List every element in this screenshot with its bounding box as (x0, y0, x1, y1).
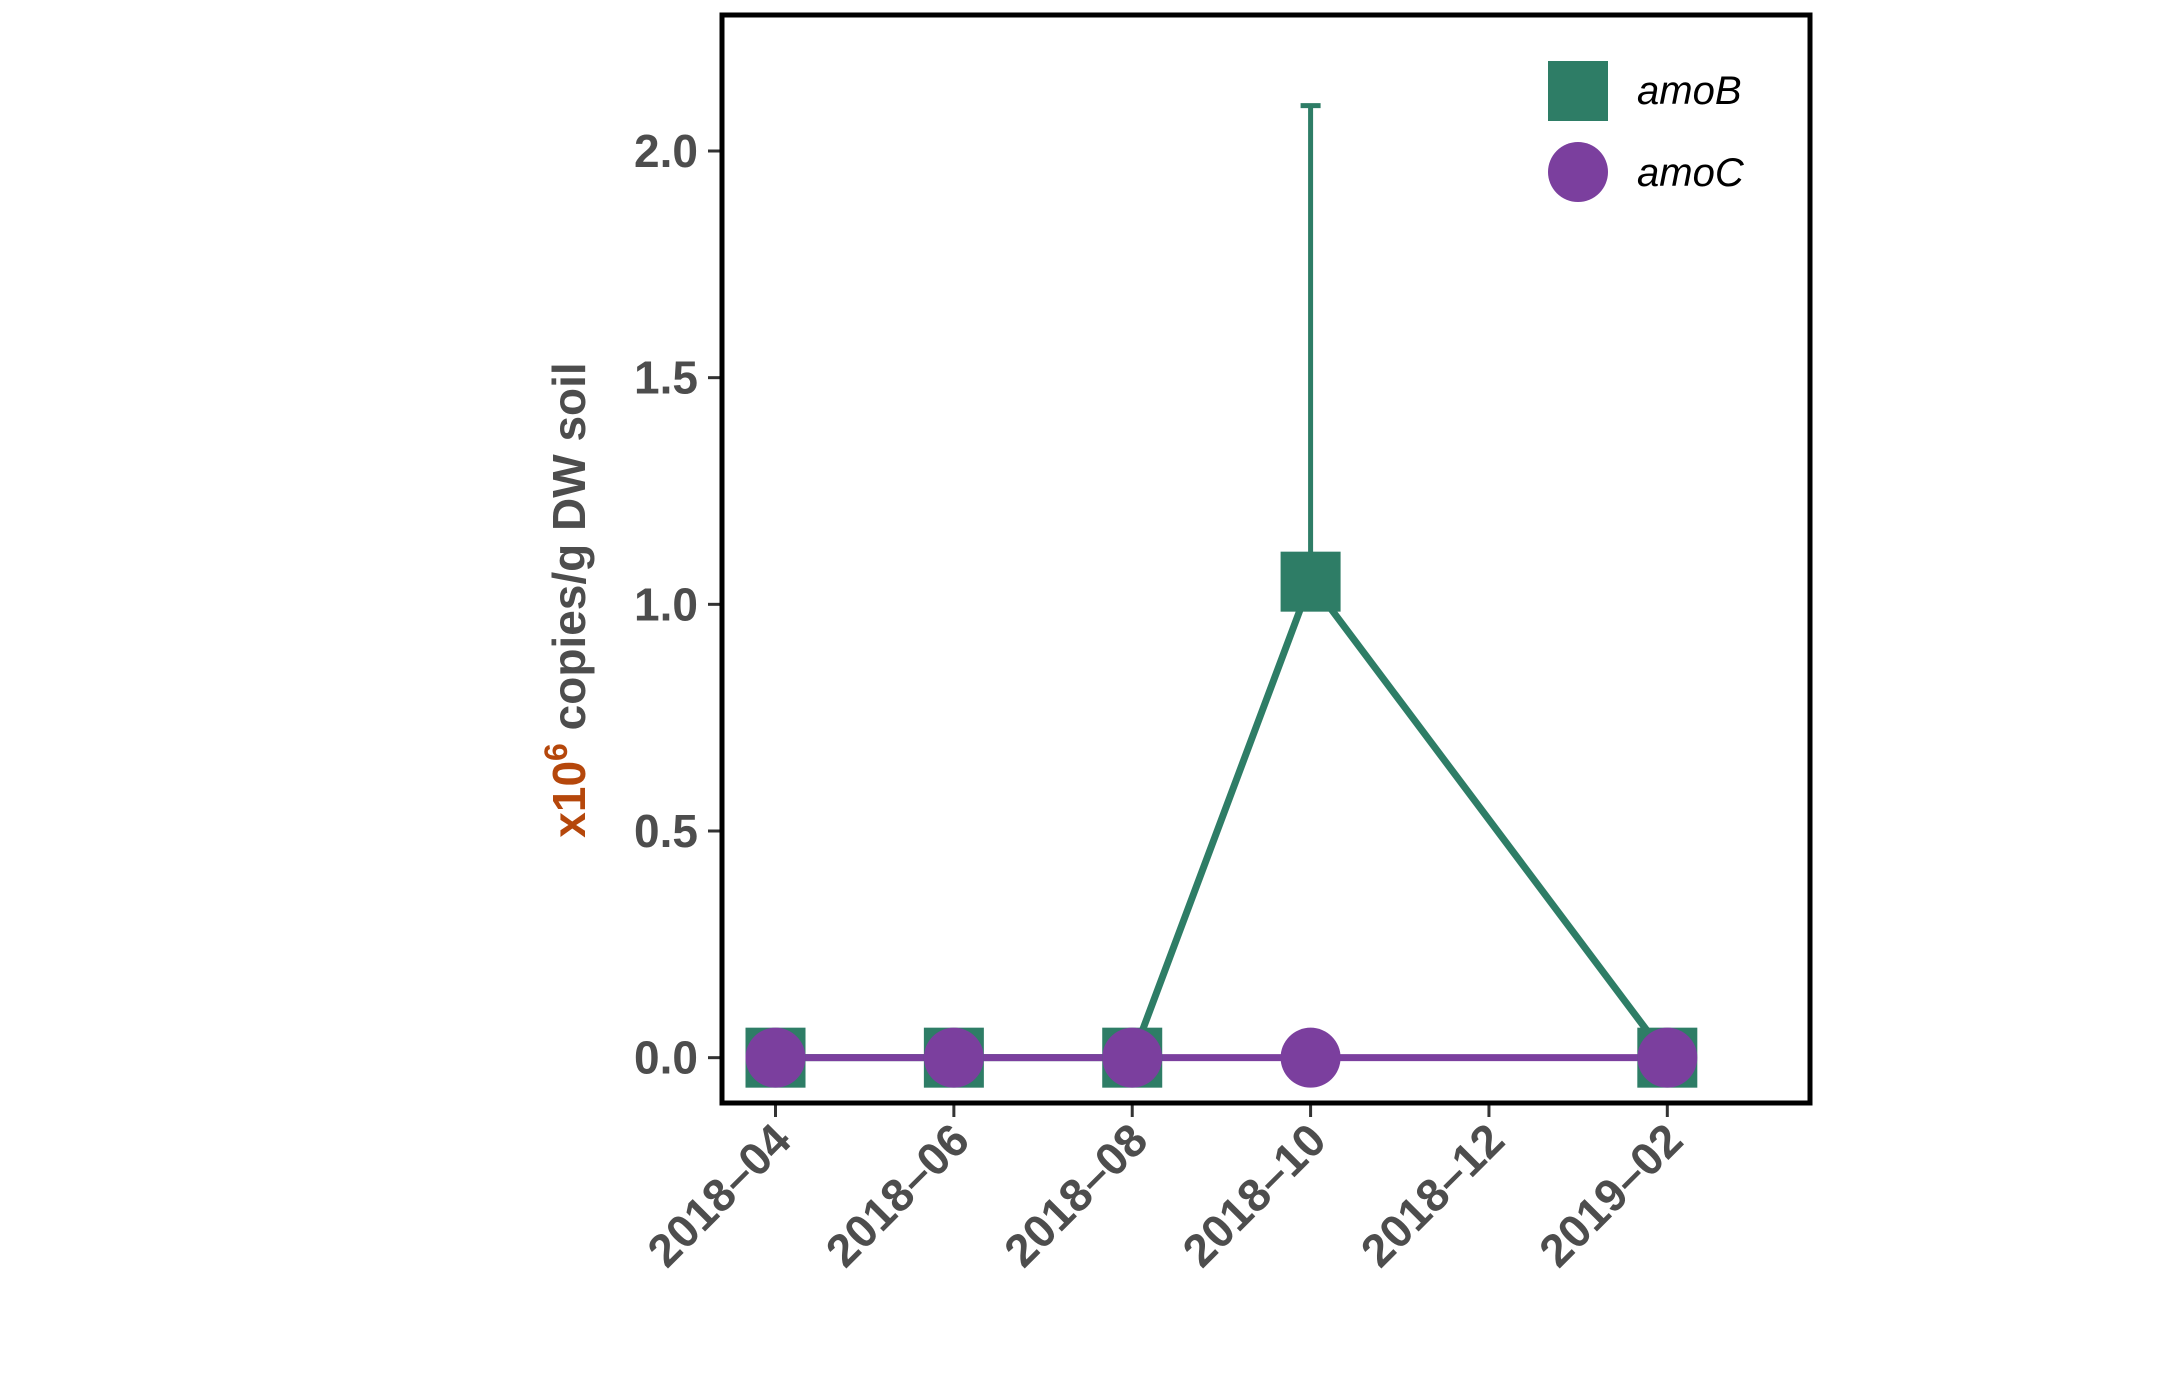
y-axis-title-rest: copies/g DW soil (543, 362, 595, 743)
y-axis: 0.0 0.5 1.0 1.5 2.0 (634, 125, 722, 1084)
data-point-amoC (1102, 1027, 1163, 1088)
x-tick-label: 2018–08 (994, 1113, 1157, 1276)
x-tick-label: 2018–10 (1172, 1113, 1335, 1276)
data-point-amoB (1280, 551, 1341, 612)
y-tick-label: 0.0 (634, 1032, 698, 1084)
y-axis-title-superscript: 6 (538, 743, 574, 761)
legend: amoB amoC (1548, 61, 1745, 202)
plot-series (745, 103, 1698, 1088)
data-point-amoC (923, 1027, 984, 1088)
x-tick-label: 2018–04 (637, 1113, 801, 1277)
data-point-amoC (745, 1027, 806, 1088)
x-axis: 2018–04 2018–06 2018–08 2018–10 2018–12 2019–… (637, 1103, 1692, 1277)
data-point-amoC (1637, 1027, 1698, 1088)
plot-panel-border (719, 12, 1813, 1106)
legend-label-amoC: amoC (1637, 151, 1745, 195)
legend-label-amoB: amoB (1637, 69, 1742, 113)
x-tick-label: 2019–02 (1529, 1113, 1692, 1276)
y-tick-label: 0.5 (634, 805, 698, 857)
legend-key-amoB (1548, 61, 1608, 121)
legend-key-amoC (1548, 142, 1608, 202)
x-tick-label: 2018–06 (816, 1113, 979, 1276)
y-axis-title-prefix: x10 (543, 761, 595, 838)
y-tick-label: 1.0 (634, 578, 698, 630)
x-tick-label: 2018–12 (1351, 1113, 1514, 1276)
y-tick-label: 2.0 (634, 125, 698, 177)
y-tick-label: 1.5 (634, 352, 698, 404)
data-point-amoC (1280, 1027, 1341, 1088)
y-axis-title: x106 copies/g DW soil (538, 362, 595, 837)
series-line-amoB (775, 578, 1671, 1062)
